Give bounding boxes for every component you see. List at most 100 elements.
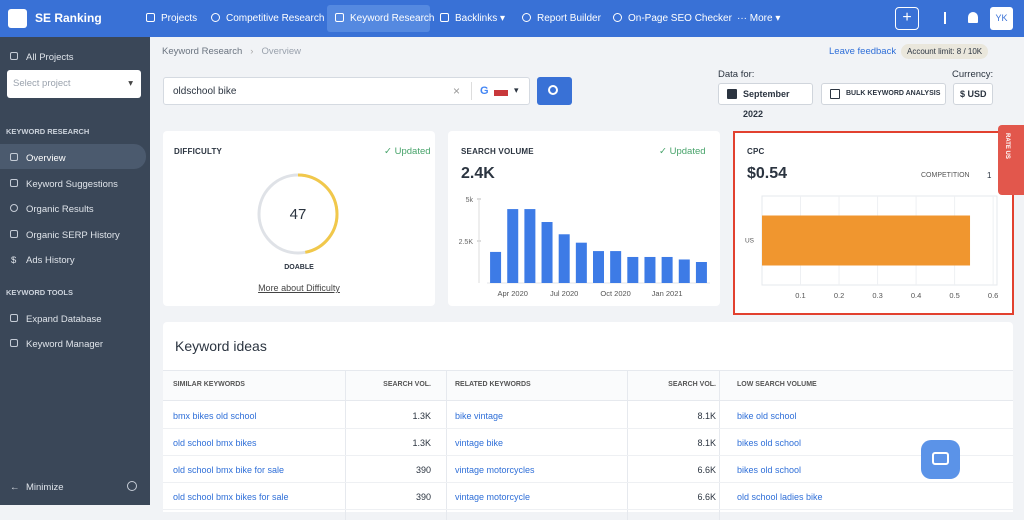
gauge-value: 47 xyxy=(290,206,307,223)
bell-icon[interactable] xyxy=(968,12,978,23)
column-divider xyxy=(446,370,447,520)
data-for-label: Data for: xyxy=(718,69,755,80)
keyword-ideas-panel: Keyword ideas SIMILAR KEYWORDS SEARCH VOL… xyxy=(163,322,1013,520)
updated-status: ✓ Updated xyxy=(659,146,706,157)
bar xyxy=(627,256,639,283)
search-volume: 1.3K xyxy=(412,411,431,421)
nav-item[interactable]: ··· More ▾ xyxy=(737,13,781,24)
project-select[interactable]: Select project ▾ xyxy=(7,70,141,98)
chat-button[interactable] xyxy=(921,440,960,479)
difficulty-link[interactable]: More about Difficulty xyxy=(258,283,340,293)
keyword-link[interactable]: old school ladies bike xyxy=(737,492,823,502)
keyword-link[interactable]: bikes old school xyxy=(737,438,802,448)
volume-chart: 2.5K 5k Apr 2020 Jul 2020 Oct 2020 Jan 2021 xyxy=(459,197,710,298)
nav-label: Competitive Research xyxy=(226,13,325,24)
nav-item[interactable]: Backlinks ▾ xyxy=(440,0,505,37)
section-title: KEYWORD TOOLS xyxy=(6,288,73,297)
column-divider xyxy=(719,370,720,520)
x-tick-label: Oct 2020 xyxy=(600,289,630,298)
bulk-label: BULK KEYWORD ANALYSIS xyxy=(846,90,941,97)
search-volume-card: SEARCH VOLUME ✓ Updated 2.4K 2.5K 5k Apr 2… xyxy=(448,131,720,306)
card-title: SEARCH VOLUME xyxy=(461,147,534,156)
flag-icon[interactable] xyxy=(944,12,953,24)
bar xyxy=(644,256,656,283)
column-header: SEARCH VOL. xyxy=(668,381,716,388)
search-button[interactable] xyxy=(537,77,572,105)
keyword-link[interactable]: bike old school xyxy=(737,411,797,421)
date-picker[interactable]: September 2022 xyxy=(718,83,813,119)
brand[interactable]: SE Ranking xyxy=(35,11,102,25)
help-icon[interactable] xyxy=(127,481,137,491)
menu-item[interactable]: Organic Results xyxy=(26,204,94,215)
add-button[interactable]: + xyxy=(895,7,919,30)
menu-item[interactable]: Ads History xyxy=(26,255,75,266)
x-tick-label: Apr 2020 xyxy=(498,289,528,298)
search-volume: 1.3K xyxy=(412,438,431,448)
search-box[interactable]: oldschool bike × G ▾ xyxy=(163,77,530,105)
y-tick-label: 2.5K xyxy=(459,239,474,246)
gauge: 47 xyxy=(257,173,339,255)
minimize[interactable]: Minimize xyxy=(26,482,64,493)
cpc-card: CPC $0.54 COMPETITION 1 0.1 0.2 0.3 0.4 0.5 0… xyxy=(733,131,1014,315)
column-divider xyxy=(345,370,346,520)
menu-item[interactable]: Keyword Manager xyxy=(26,339,104,350)
nav-item[interactable]: Projects xyxy=(146,0,197,37)
menu-item[interactable]: Organic SERP History xyxy=(26,230,120,241)
nav-item[interactable]: On-Page SEO Checker xyxy=(613,0,732,37)
keyword-link[interactable]: vintage motorcycle xyxy=(455,492,531,502)
column-header: RELATED KEYWORDS xyxy=(455,381,531,388)
sidebar: All Projects Select project ▾ KEYWORD RES… xyxy=(0,37,150,505)
column-header: SEARCH VOL. xyxy=(383,381,431,388)
rate-us-tab[interactable]: RATE US xyxy=(998,125,1024,195)
bar xyxy=(695,262,707,283)
keyword-link[interactable]: old school bmx bikes for sale xyxy=(173,492,289,502)
row-divider xyxy=(163,509,1013,510)
keyword-link[interactable]: old school bmx bike for sale xyxy=(173,465,285,475)
date-value: September 2022 xyxy=(743,89,790,119)
card-title: CPC xyxy=(747,147,765,156)
nav-label: On-Page SEO Checker xyxy=(628,13,732,24)
account-limit: Account limit: 8 / 10K xyxy=(901,44,989,59)
nav-item-active[interactable]: Keyword Research xyxy=(327,5,434,32)
nav-item[interactable]: Competitive Research xyxy=(211,0,324,37)
menu-item[interactable]: Overview xyxy=(26,153,66,164)
status-text: Updated xyxy=(669,146,706,157)
logo xyxy=(8,9,27,28)
bar xyxy=(524,209,536,283)
breadcrumb-link[interactable]: Keyword Research xyxy=(162,46,243,57)
keyword-link[interactable]: vintage bike xyxy=(455,438,504,448)
search-volume: 8.1K xyxy=(697,438,716,448)
competition-value: 1 xyxy=(987,171,992,180)
leave-feedback[interactable]: Leave feedback xyxy=(829,46,897,57)
metric-value: 2.4K xyxy=(461,165,495,182)
keyword-link[interactable]: bikes old school xyxy=(737,465,802,475)
bar xyxy=(575,242,587,283)
menu-item[interactable]: Expand Database xyxy=(26,314,102,325)
y-tick-label: US xyxy=(745,238,755,245)
difficulty-level: DOABLE xyxy=(284,264,314,271)
all-projects[interactable]: All Projects xyxy=(26,52,74,63)
avatar[interactable]: YK xyxy=(990,7,1013,30)
cpc-chart: 0.1 0.2 0.3 0.4 0.5 0.6 US xyxy=(745,195,998,300)
x-tick-label: 0.4 xyxy=(911,291,921,300)
keyword-link[interactable]: vintage motorcycles xyxy=(455,465,535,475)
row-divider xyxy=(163,428,1013,429)
column-header: SIMILAR KEYWORDS xyxy=(173,381,245,388)
nav-item[interactable]: Report Builder xyxy=(522,0,601,37)
breadcrumb: Keyword Research › Overview xyxy=(162,46,302,57)
currency-label: Currency: xyxy=(952,69,994,80)
menu-item[interactable]: Keyword Suggestions xyxy=(26,179,118,190)
panel-title: Keyword ideas xyxy=(175,338,267,354)
active-item-bg xyxy=(0,144,146,169)
x-tick-label: 0.3 xyxy=(872,291,882,300)
nav-label: Keyword Research xyxy=(350,13,435,24)
search-query: oldschool bike xyxy=(173,86,237,97)
currency-select[interactable]: $ USD xyxy=(953,83,993,105)
keyword-link[interactable]: bmx bikes old school xyxy=(173,411,257,421)
bulk-button[interactable]: BULK KEYWORD ANALYSIS xyxy=(821,83,946,105)
keyword-link[interactable]: old school bmx bikes xyxy=(173,438,257,448)
updated-status: ✓ Updated xyxy=(384,146,431,157)
keyword-link[interactable]: bike vintage xyxy=(455,411,504,421)
column-header: LOW SEARCH VOLUME xyxy=(737,381,817,388)
